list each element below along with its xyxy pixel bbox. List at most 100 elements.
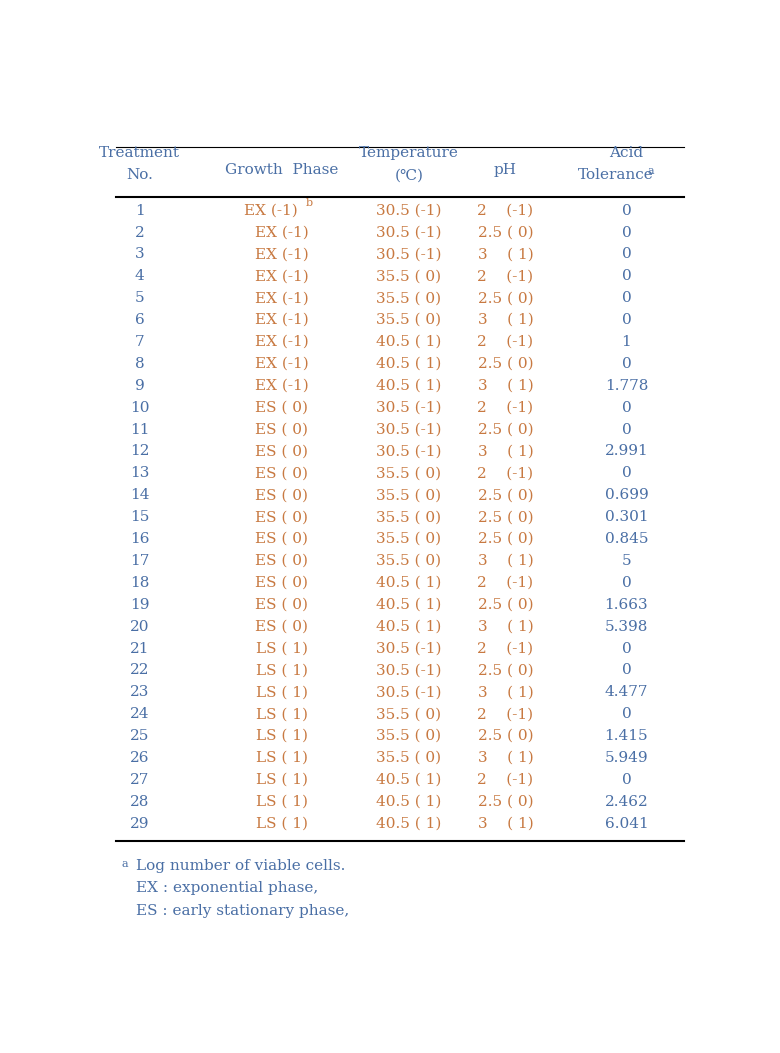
Text: 0: 0 [622, 203, 631, 218]
Text: 35.5 ( 0): 35.5 ( 0) [376, 751, 441, 764]
Text: Acid: Acid [609, 146, 644, 160]
Text: 2.5 ( 0): 2.5 ( 0) [477, 422, 534, 437]
Text: 25: 25 [130, 729, 150, 743]
Text: 23: 23 [130, 686, 150, 699]
Text: EX (-1): EX (-1) [255, 270, 309, 283]
Text: ES ( 0): ES ( 0) [255, 444, 308, 458]
Text: 26: 26 [130, 751, 150, 764]
Text: pH: pH [494, 163, 517, 177]
Text: 0.845: 0.845 [604, 532, 648, 547]
Text: 2    (-1): 2 (-1) [477, 203, 534, 218]
Text: 35.5 ( 0): 35.5 ( 0) [376, 708, 441, 721]
Text: 2    (-1): 2 (-1) [477, 335, 534, 349]
Text: 1.415: 1.415 [604, 729, 648, 743]
Text: 2.5 ( 0): 2.5 ( 0) [477, 489, 534, 502]
Text: ES ( 0): ES ( 0) [255, 489, 308, 502]
Text: 1.778: 1.778 [604, 379, 648, 393]
Text: 15: 15 [130, 510, 150, 524]
Text: 19: 19 [130, 598, 150, 612]
Text: 5: 5 [622, 554, 631, 568]
Text: Treatment: Treatment [99, 146, 180, 160]
Text: Log number of viable cells.: Log number of viable cells. [136, 858, 345, 873]
Text: 0: 0 [622, 357, 631, 371]
Text: ES ( 0): ES ( 0) [255, 619, 308, 634]
Text: 35.5 ( 0): 35.5 ( 0) [376, 510, 441, 524]
Text: 40.5 ( 1): 40.5 ( 1) [376, 379, 441, 393]
Text: 35.5 ( 0): 35.5 ( 0) [376, 532, 441, 547]
Text: LS ( 1): LS ( 1) [256, 817, 308, 831]
Text: LS ( 1): LS ( 1) [256, 686, 308, 699]
Text: 30.5 (-1): 30.5 (-1) [376, 641, 441, 656]
Text: 40.5 ( 1): 40.5 ( 1) [376, 598, 441, 612]
Text: 3    ( 1): 3 ( 1) [477, 247, 534, 261]
Text: 35.5 ( 0): 35.5 ( 0) [376, 270, 441, 283]
Text: 2.5 ( 0): 2.5 ( 0) [477, 292, 534, 305]
Text: 6: 6 [135, 313, 145, 327]
Text: 3    ( 1): 3 ( 1) [477, 379, 534, 393]
Text: 1.663: 1.663 [604, 598, 648, 612]
Text: 0: 0 [622, 225, 631, 240]
Text: ES ( 0): ES ( 0) [255, 510, 308, 524]
Text: EX (-1): EX (-1) [255, 379, 309, 393]
Text: 0: 0 [622, 401, 631, 415]
Text: 14: 14 [130, 489, 150, 502]
Text: 9: 9 [135, 379, 145, 393]
Text: ES ( 0): ES ( 0) [255, 598, 308, 612]
Text: No.: No. [126, 168, 153, 182]
Text: 30.5 (-1): 30.5 (-1) [376, 422, 441, 437]
Text: 0: 0 [622, 247, 631, 261]
Text: 29: 29 [130, 817, 150, 831]
Text: LS ( 1): LS ( 1) [256, 641, 308, 656]
Text: 10: 10 [130, 401, 150, 415]
Text: 2.991: 2.991 [604, 444, 648, 458]
Text: EX (-1): EX (-1) [244, 203, 298, 218]
Text: 12: 12 [130, 444, 150, 458]
Text: 0.699: 0.699 [604, 489, 648, 502]
Text: 0: 0 [622, 641, 631, 656]
Text: 6.041: 6.041 [604, 817, 648, 831]
Text: 3: 3 [135, 247, 144, 261]
Text: 30.5 (-1): 30.5 (-1) [376, 444, 441, 458]
Text: Temperature: Temperature [359, 146, 459, 160]
Text: 2.5 ( 0): 2.5 ( 0) [477, 598, 534, 612]
Text: 7: 7 [135, 335, 144, 349]
Text: ES ( 0): ES ( 0) [255, 576, 308, 590]
Text: 30.5 (-1): 30.5 (-1) [376, 663, 441, 677]
Text: ES ( 0): ES ( 0) [255, 401, 308, 415]
Text: 40.5 ( 1): 40.5 ( 1) [376, 619, 441, 634]
Text: 2.462: 2.462 [604, 795, 648, 809]
Text: LS ( 1): LS ( 1) [256, 795, 308, 809]
Text: ES ( 0): ES ( 0) [255, 466, 308, 480]
Text: 40.5 ( 1): 40.5 ( 1) [376, 795, 441, 809]
Text: 35.5 ( 0): 35.5 ( 0) [376, 729, 441, 743]
Text: 21: 21 [130, 641, 150, 656]
Text: 4.477: 4.477 [604, 686, 648, 699]
Text: 5.949: 5.949 [604, 751, 648, 764]
Text: EX (-1): EX (-1) [255, 357, 309, 371]
Text: (℃): (℃) [395, 168, 424, 182]
Text: 30.5 (-1): 30.5 (-1) [376, 686, 441, 699]
Text: 2    (-1): 2 (-1) [477, 708, 534, 721]
Text: 8: 8 [135, 357, 144, 371]
Text: EX (-1): EX (-1) [255, 313, 309, 327]
Text: 40.5 ( 1): 40.5 ( 1) [376, 357, 441, 371]
Text: 13: 13 [130, 466, 150, 480]
Text: 35.5 ( 0): 35.5 ( 0) [376, 313, 441, 327]
Text: EX : exponential phase,: EX : exponential phase, [136, 881, 317, 895]
Text: 28: 28 [130, 795, 150, 809]
Text: 40.5 ( 1): 40.5 ( 1) [376, 773, 441, 787]
Text: 3    ( 1): 3 ( 1) [477, 313, 534, 327]
Text: 4: 4 [135, 270, 145, 283]
Text: 0: 0 [622, 663, 631, 677]
Text: 0: 0 [622, 576, 631, 590]
Text: 35.5 ( 0): 35.5 ( 0) [376, 466, 441, 480]
Text: 3    ( 1): 3 ( 1) [477, 619, 534, 634]
Text: ES : early stationary phase,: ES : early stationary phase, [136, 903, 349, 918]
Text: 3    ( 1): 3 ( 1) [477, 817, 534, 831]
Text: 1: 1 [135, 203, 145, 218]
Text: 0: 0 [622, 270, 631, 283]
Text: 3    ( 1): 3 ( 1) [477, 751, 534, 764]
Text: 30.5 (-1): 30.5 (-1) [376, 225, 441, 240]
Text: 22: 22 [130, 663, 150, 677]
Text: 1: 1 [622, 335, 631, 349]
